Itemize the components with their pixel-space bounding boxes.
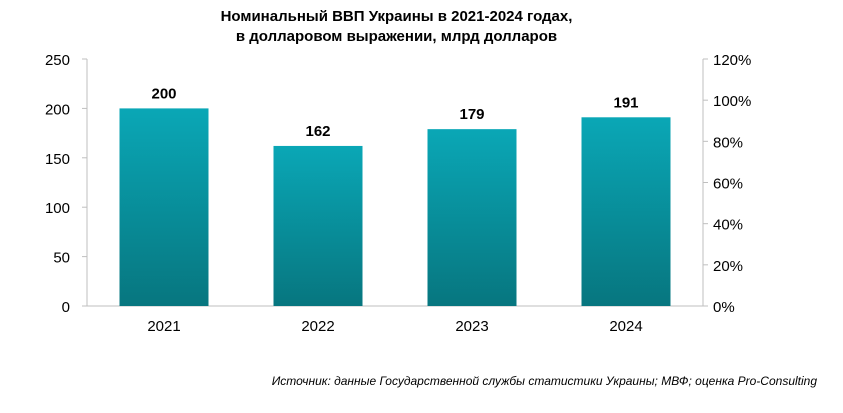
x-tick-label: 2023 xyxy=(455,318,488,335)
bar xyxy=(273,145,363,306)
data-label: 162 xyxy=(305,123,330,140)
y-tick-label: 250 xyxy=(45,52,70,69)
y-tick-label: 100 xyxy=(45,200,70,217)
x-tick-label: 2021 xyxy=(147,318,180,335)
y-tick-label: 200 xyxy=(45,101,70,118)
y2-tick-label: 100% xyxy=(713,93,751,110)
x-tick-label: 2022 xyxy=(301,318,334,335)
y-tick-label: 150 xyxy=(45,151,70,168)
data-label: 200 xyxy=(151,85,176,102)
y2-tick-label: 0% xyxy=(713,299,735,316)
bar xyxy=(119,108,209,307)
chart-title-line-2: в долларовом выражении, млрд долларов xyxy=(235,28,558,45)
chart-title: Номинальный ВВП Украины в 2021-2024 года… xyxy=(0,7,793,47)
data-label: 179 xyxy=(459,106,484,123)
y2-tick-label: 120% xyxy=(713,52,751,69)
y2-tick-label: 60% xyxy=(713,176,743,193)
bar xyxy=(581,117,671,307)
chart-title-line-1: Номинальный ВВП Украины в 2021-2024 года… xyxy=(220,8,573,25)
y-tick-label: 0 xyxy=(62,299,70,316)
bar xyxy=(427,129,517,306)
y2-tick-label: 80% xyxy=(713,134,743,151)
y2-tick-label: 40% xyxy=(713,217,743,234)
y2-tick-label: 20% xyxy=(713,258,743,275)
source-note: Источник: данные Государственной службы … xyxy=(271,374,817,388)
y-tick-label: 50 xyxy=(53,250,70,267)
x-tick-label: 2024 xyxy=(609,318,642,335)
data-label: 191 xyxy=(613,94,638,111)
